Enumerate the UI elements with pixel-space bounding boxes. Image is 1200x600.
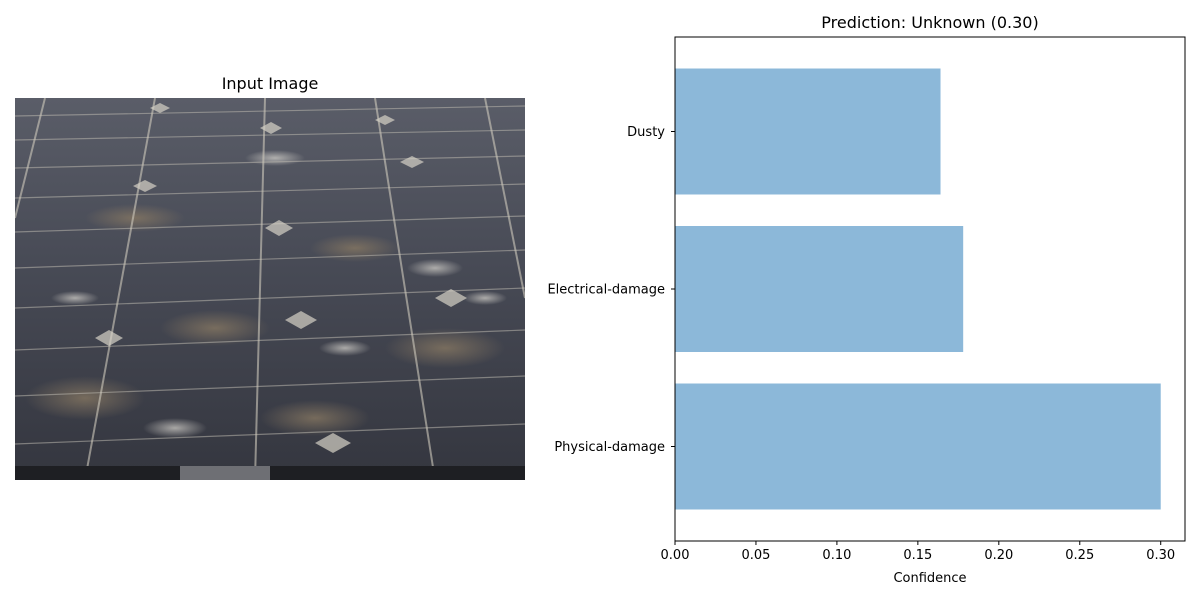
y-tick-label: Electrical-damage xyxy=(547,283,665,298)
bar-physical-damage xyxy=(675,383,1161,510)
x-tick-label: 0.25 xyxy=(1065,548,1094,563)
x-tick-label: 0.10 xyxy=(822,548,851,563)
bar-electrical-damage xyxy=(675,226,964,352)
x-tick-label: 0.05 xyxy=(741,548,770,563)
y-tick-label: Physical-damage xyxy=(554,440,665,455)
x-tick-label: 0.20 xyxy=(984,548,1013,563)
y-tick-label: Dusty xyxy=(627,125,665,140)
x-axis: 0.00 0.05 0.10 0.15 0.20 0.25 0.30 xyxy=(661,541,1175,563)
input-image xyxy=(15,98,525,480)
x-tick-label: 0.15 xyxy=(903,548,932,563)
y-axis: Physical-damage Electrical-damage Dusty xyxy=(547,125,675,455)
bars-layer xyxy=(675,68,1161,510)
chart-title: Prediction: Unknown (0.30) xyxy=(821,13,1039,32)
x-tick-label: 0.00 xyxy=(661,548,690,563)
x-axis-label: Confidence xyxy=(893,571,966,586)
solar-panel-photo xyxy=(15,98,525,480)
x-tick-label: 0.30 xyxy=(1146,548,1175,563)
input-image-title: Input Image xyxy=(221,74,319,93)
bar-dusty xyxy=(675,68,941,195)
